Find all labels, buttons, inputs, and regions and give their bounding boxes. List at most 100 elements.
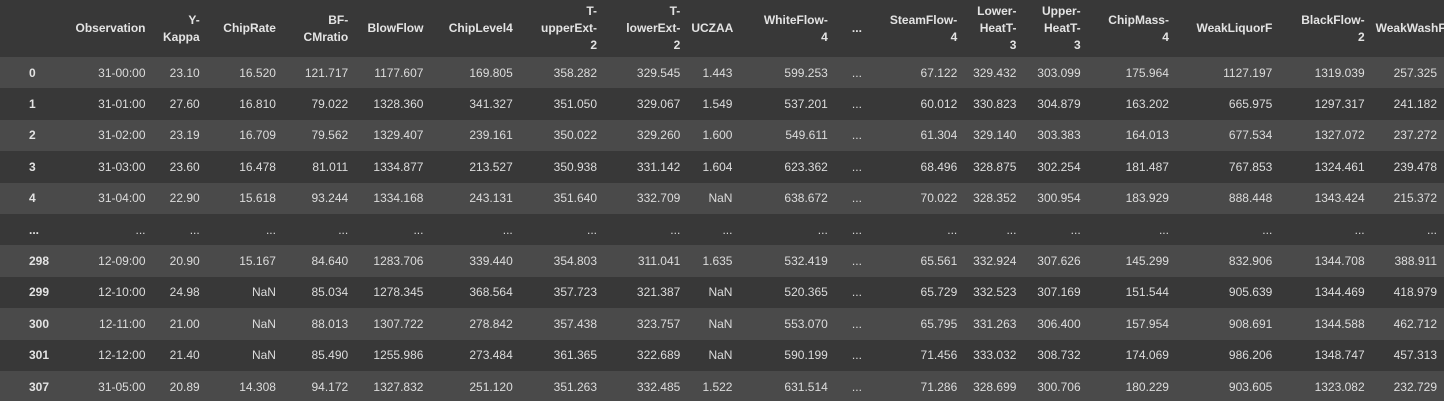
table-cell: 243.131 [469, 191, 513, 206]
table-cell: 81.011 [312, 159, 349, 174]
column-header-line: BF- [328, 12, 349, 27]
column-header: ChipRate [206, 0, 283, 57]
table-cell: 303.383 [1037, 128, 1081, 143]
table-cell: 332.709 [636, 191, 681, 206]
table-cell: 1255.986 [373, 348, 424, 363]
table-cell: 888.448 [1228, 191, 1273, 206]
table-cell: ... [670, 222, 681, 237]
column-header: Y- Kappa [152, 0, 207, 57]
table-cell: 553.070 [784, 316, 828, 331]
table-cell: 332.924 [973, 254, 1017, 269]
table-cell: 145.299 [1125, 254, 1169, 269]
table-cell: 14.308 [239, 379, 276, 394]
table-cell: 308.732 [1037, 348, 1081, 363]
table-cell: 169.805 [469, 65, 513, 80]
row-index: ... [29, 222, 40, 237]
column-header-line: UCZAA [691, 21, 734, 35]
table-cell: 665.975 [1228, 97, 1273, 112]
table-cell: 23.60 [169, 159, 200, 174]
table-cell: 549.611 [785, 128, 828, 143]
table-cell: 88.013 [311, 316, 349, 331]
table-cell: 322.689 [636, 348, 681, 363]
column-header: BlowFlow [355, 0, 431, 57]
table-cell: 273.484 [469, 348, 513, 363]
table-cell: 330.823 [973, 97, 1017, 112]
column-header-line: WeakLiquorF [1196, 21, 1273, 35]
table-cell: 832.906 [1228, 254, 1273, 269]
table-cell: ... [851, 254, 862, 269]
table-cell: 85.490 [311, 348, 349, 363]
table-cell: 1343.424 [1314, 191, 1365, 206]
table-cell: 638.672 [784, 191, 828, 206]
table-cell: 328.875 [973, 159, 1017, 174]
table-cell: 1297.317 [1314, 97, 1365, 112]
table-cell: 331.263 [973, 316, 1017, 331]
table-cell: NaN [251, 348, 276, 363]
table-row: 299 12-10:00 24.98 NaN 85.034 1278.345 368.564… [0, 276, 1444, 309]
table-cell: 351.050 [553, 97, 598, 112]
row-index: 3 [29, 159, 36, 174]
table-cell: 418.979 [1393, 285, 1437, 300]
row-index: 298 [29, 254, 50, 269]
column-header-line: SteamFlow- [889, 12, 958, 27]
table-cell: 590.199 [784, 348, 828, 363]
table-cell: 351.640 [553, 191, 598, 206]
table-cell: 328.352 [973, 191, 1017, 206]
table-row: 301 12-12:00 21.40 NaN 85.490 1255.986 273.484… [0, 339, 1444, 371]
table-cell: 631.514 [784, 379, 828, 394]
table-cell: 278.842 [469, 316, 513, 331]
column-header-line: Upper- [1042, 4, 1081, 18]
table-cell: ... [851, 348, 862, 363]
table-cell: 31-04:00 [98, 191, 146, 206]
table-cell: 232.729 [1393, 379, 1437, 394]
column-header-line: WeakWashF [1375, 21, 1444, 35]
column-header-line: 4 [1162, 29, 1169, 44]
column-header-line: 3 [1009, 38, 1017, 52]
table-cell: 332.485 [636, 379, 681, 394]
table-cell: 12-09:00 [98, 254, 146, 269]
table-cell: 329.545 [636, 65, 681, 80]
table-cell: ... [1006, 222, 1017, 237]
table-cell: 350.938 [553, 159, 598, 174]
table-cell: 71.286 [920, 379, 958, 394]
table-cell: 351.263 [553, 379, 598, 394]
row-index: 4 [29, 191, 36, 206]
table-cell: ... [135, 222, 146, 237]
table-cell: 300.706 [1037, 379, 1081, 394]
table-cell: 1334.877 [373, 159, 424, 174]
table-cell: 237.272 [1393, 128, 1437, 143]
table-cell: 68.496 [920, 159, 958, 174]
table-cell: 1328.360 [373, 97, 424, 112]
table-row: 1 31-01:00 27.60 16.810 79.022 1328.360 341.32… [0, 88, 1444, 120]
table-cell: 368.564 [469, 285, 513, 300]
column-header-line: CMratio [303, 29, 349, 44]
column-header-line: ChipLevel4 [448, 21, 513, 35]
table-cell: 599.253 [784, 65, 828, 80]
table-cell: 15.167 [239, 254, 276, 269]
table-cell: 677.534 [1228, 128, 1273, 143]
table-cell: 175.964 [1125, 65, 1169, 80]
table-cell: ... [817, 222, 828, 237]
table-cell: 1334.168 [373, 191, 424, 206]
table-cell: 20.90 [169, 254, 200, 269]
table-cell: 357.723 [553, 285, 598, 300]
table-cell: ... [502, 222, 513, 237]
table-cell: 1324.461 [1314, 159, 1365, 174]
table-cell: 181.487 [1125, 159, 1169, 174]
column-header-line: HeatT- [979, 21, 1017, 35]
table-cell: 157.954 [1125, 316, 1169, 331]
table-cell: 93.244 [311, 191, 349, 206]
table-cell: 22.90 [169, 191, 200, 206]
table-cell: 180.229 [1125, 379, 1169, 394]
table-cell: 12-12:00 [98, 348, 146, 363]
table-cell: 328.699 [973, 379, 1017, 394]
table-cell: NaN [708, 316, 733, 331]
table-cell: ... [851, 65, 862, 80]
table-cell: 79.562 [311, 128, 349, 143]
row-index: 2 [29, 128, 36, 143]
table-cell: 532.419 [784, 254, 828, 269]
row-index: 299 [29, 285, 50, 300]
column-header: ChipLevel4 [430, 0, 520, 57]
